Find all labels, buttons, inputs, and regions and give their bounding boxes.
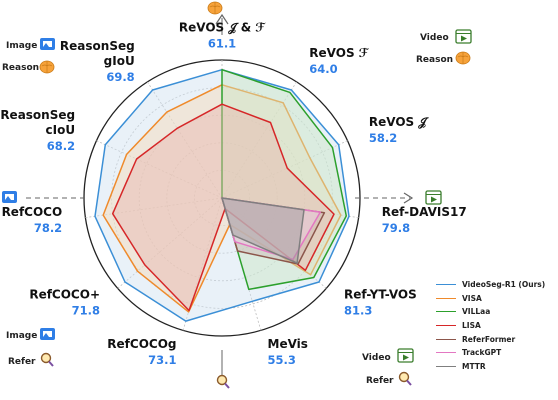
legend-item: VILLaa [436, 305, 554, 319]
tag-refer-text: Refer [8, 357, 36, 367]
tag-video-text-2: Video [362, 353, 391, 363]
grid-spoke [117, 197, 223, 289]
legend-label: MTTR [462, 361, 486, 371]
axis-label: Ref-YT-VOS [344, 288, 417, 302]
axis-value-label: 71.8 [72, 304, 100, 318]
legend-label: TrackGPT [462, 348, 502, 358]
tag-video-reason: Video Reason [416, 29, 472, 65]
video-icon-right [425, 190, 442, 205]
legend-swatch [436, 311, 456, 313]
legend-item: TrackGPT [436, 346, 554, 360]
axis-value-label: 61.1 [208, 37, 236, 51]
video-icon-2 [397, 348, 414, 363]
legend-swatch [436, 297, 456, 299]
image-icon-2 [40, 328, 55, 340]
magnifier-icon-bottom [216, 374, 230, 389]
axis-value-label: 73.1 [148, 353, 176, 367]
legend-swatch [436, 352, 456, 354]
axis-label: ReVOS 𝒥 [369, 115, 429, 130]
legend-item: ReferFormer [436, 332, 554, 346]
video-icon [455, 29, 472, 44]
brain-icon-top [207, 1, 223, 15]
grid-spoke [147, 81, 223, 199]
tag-video-refer: Video Refer [362, 348, 414, 386]
axis-label: RefCOCOg [107, 337, 176, 351]
grid-spoke [221, 81, 297, 199]
image-icon-left [2, 191, 17, 203]
tag-image-text: Image [6, 41, 37, 51]
legend-swatch [436, 365, 456, 367]
tag-image-reason: Image Reason [2, 38, 55, 74]
tag-image-refer: Image Refer [6, 328, 55, 367]
tag-refer-text-2: Refer [366, 376, 394, 386]
axis-label: ReasonSeg cIoU [0, 108, 75, 137]
axis-value-label: 64.0 [309, 62, 337, 76]
grid-spoke [85, 197, 223, 219]
legend-label: LISA [462, 321, 481, 331]
axis-label: Ref-DAVIS17 [382, 205, 467, 219]
legend-label: VideoSeg-R1 (Ours) [462, 280, 546, 290]
series-lisa [111, 103, 335, 312]
image-icon [40, 38, 55, 50]
axis-label: ReVOS ℱ [309, 46, 369, 60]
legend-item: VideoSeg-R1 (Ours) [436, 278, 554, 292]
brain-icon-2 [455, 51, 471, 65]
grid-ring [166, 142, 278, 254]
legend-swatch [436, 284, 456, 286]
tag-reason-text-2: Reason [416, 55, 453, 65]
category-guides [26, 13, 414, 375]
axis-value-label: 78.2 [34, 221, 62, 235]
series-mttr [221, 197, 305, 264]
tag-video-text: Video [420, 33, 449, 43]
magnifier-icon-2 [398, 371, 412, 386]
axis-value-label: 79.8 [382, 221, 410, 235]
axis-labels: ReVOS 𝒥 & ℱ61.1 ReVOS ℱ 64.0 ReVOS 𝒥58.2 Ref… [0, 21, 466, 367]
legend-label: ReferFormer [462, 334, 516, 344]
axis-label: ReVOS 𝒥 & ℱ [179, 21, 267, 36]
axis-value-label: 69.8 [106, 70, 134, 84]
axis-value-label: 55.3 [268, 353, 296, 367]
legend-item: LISA [436, 319, 554, 333]
legend-swatch [436, 338, 456, 340]
grid-spoke [221, 197, 327, 289]
radar-series [94, 68, 350, 322]
axis-label: ReasonSeg gIoU [60, 39, 135, 68]
axis-label: RefCOCO [2, 205, 63, 219]
axis-value-label: 81.3 [344, 304, 372, 318]
legend-label: VILLaa [462, 307, 491, 317]
axis-label: RefCOCO+ [29, 288, 100, 302]
legend-label: VISA [462, 293, 482, 303]
axis-value-label: 58.2 [369, 131, 397, 145]
grid-spoke [221, 140, 348, 199]
legend-swatch [436, 325, 456, 327]
legend-item: MTTR [436, 360, 554, 374]
axis-label: MeVis [268, 337, 308, 351]
legend-item: VISA [436, 292, 554, 306]
grid-spoke [182, 197, 223, 331]
magnifier-icon [40, 352, 54, 367]
chart-legend: VideoSeg-R1 (Ours) VISA VILLaa LISA ReferFor… [436, 278, 554, 373]
brain-icon [39, 60, 55, 74]
tag-image-text-2: Image [6, 331, 37, 341]
tag-reason-text: Reason [2, 63, 39, 73]
axis-value-label: 68.2 [47, 139, 75, 153]
grid-spoke [96, 140, 223, 199]
